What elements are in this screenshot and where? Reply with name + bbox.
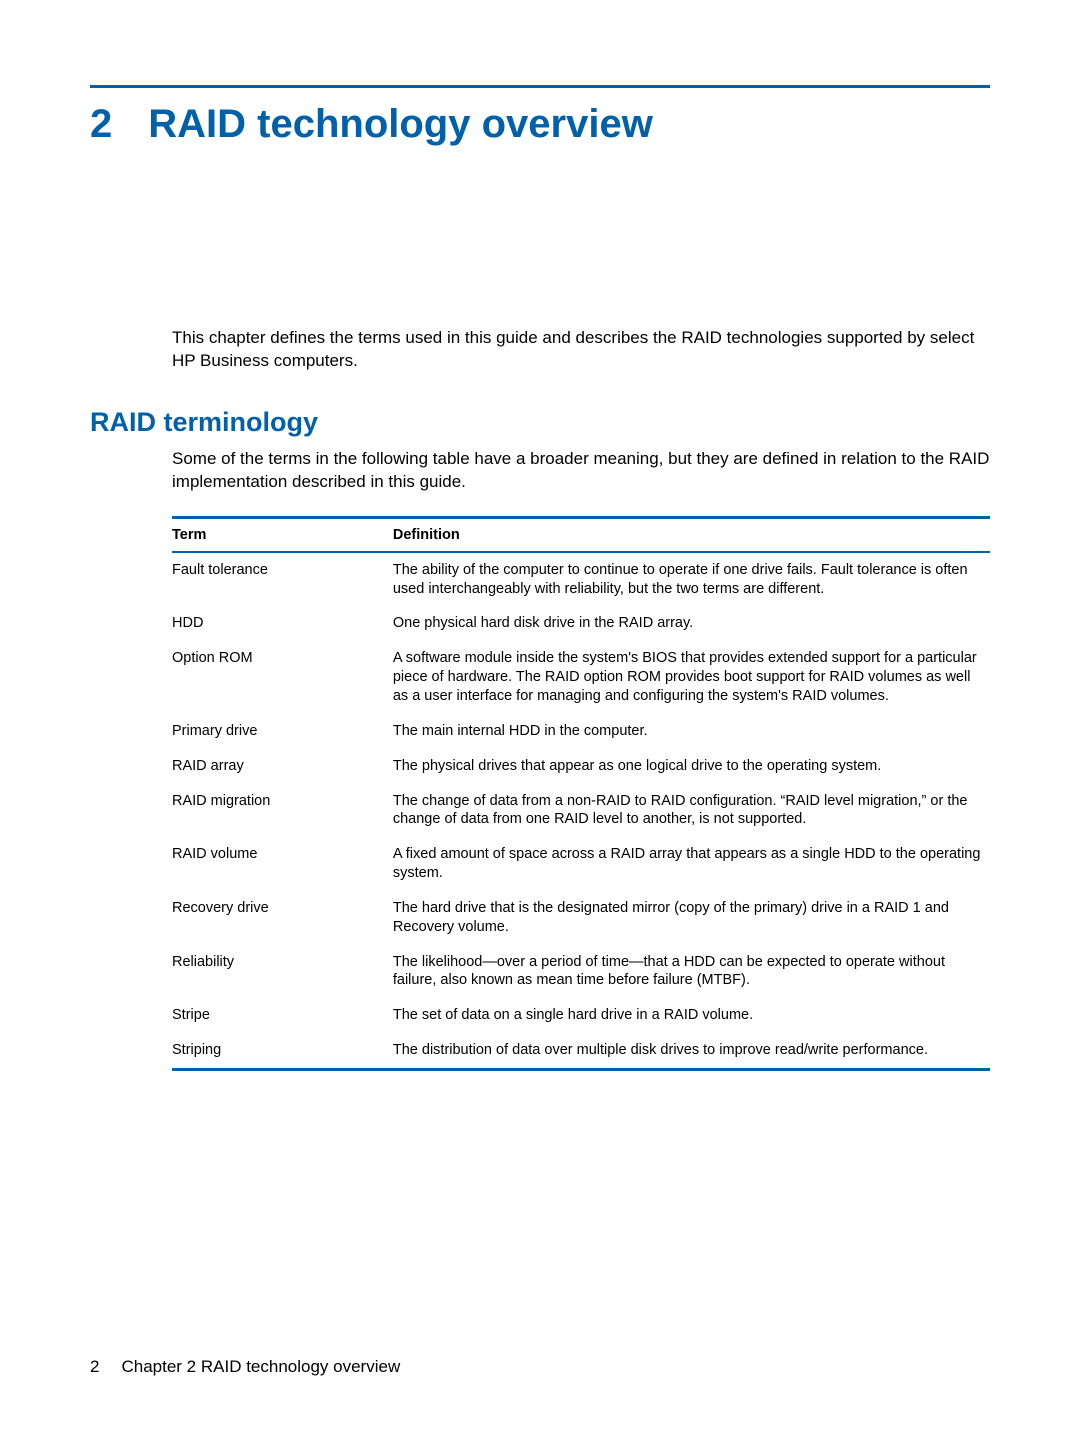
- chapter-top-rule: [90, 85, 990, 88]
- table-row: Option ROMA software module inside the s…: [172, 641, 990, 714]
- terminology-table: Term Definition Fault toleranceThe abili…: [172, 516, 990, 1071]
- table-row: Primary driveThe main internal HDD in th…: [172, 714, 990, 749]
- definition-cell: A fixed amount of space across a RAID ar…: [393, 837, 990, 891]
- term-cell: Reliability: [172, 945, 393, 999]
- table-header-term: Term: [172, 517, 393, 552]
- table-row: RAID volumeA fixed amount of space acros…: [172, 837, 990, 891]
- term-cell: Fault tolerance: [172, 552, 393, 607]
- term-cell: Recovery drive: [172, 891, 393, 945]
- table-row: Fault toleranceThe ability of the comput…: [172, 552, 990, 607]
- term-cell: Striping: [172, 1033, 393, 1069]
- term-cell: Option ROM: [172, 641, 393, 714]
- table-header-row: Term Definition: [172, 517, 990, 552]
- table-row: StripeThe set of data on a single hard d…: [172, 998, 990, 1033]
- section-intro-paragraph: Some of the terms in the following table…: [172, 448, 990, 494]
- term-cell: RAID volume: [172, 837, 393, 891]
- definition-cell: The hard drive that is the designated mi…: [393, 891, 990, 945]
- footer-page-number: 2: [90, 1357, 99, 1377]
- section-heading: RAID terminology: [90, 407, 990, 438]
- definition-cell: The ability of the computer to continue …: [393, 552, 990, 607]
- chapter-heading: 2 RAID technology overview: [90, 102, 990, 147]
- page-footer: 2 Chapter 2 RAID technology overview: [90, 1357, 400, 1377]
- definition-cell: The set of data on a single hard drive i…: [393, 998, 990, 1033]
- chapter-intro-paragraph: This chapter defines the terms used in t…: [172, 327, 990, 373]
- definition-cell: A software module inside the system's BI…: [393, 641, 990, 714]
- definition-cell: One physical hard disk drive in the RAID…: [393, 606, 990, 641]
- term-cell: HDD: [172, 606, 393, 641]
- definition-cell: The likelihood—over a period of time—tha…: [393, 945, 990, 999]
- definition-cell: The main internal HDD in the computer.: [393, 714, 990, 749]
- table-row: StripingThe distribution of data over mu…: [172, 1033, 990, 1069]
- table-header-definition: Definition: [393, 517, 990, 552]
- table-row: Recovery driveThe hard drive that is the…: [172, 891, 990, 945]
- chapter-title: RAID technology overview: [148, 102, 653, 147]
- table-body: Fault toleranceThe ability of the comput…: [172, 552, 990, 1070]
- table-row: RAID arrayThe physical drives that appea…: [172, 749, 990, 784]
- table-row: ReliabilityThe likelihood—over a period …: [172, 945, 990, 999]
- term-cell: RAID migration: [172, 784, 393, 838]
- chapter-number: 2: [90, 102, 112, 147]
- term-cell: Primary drive: [172, 714, 393, 749]
- term-cell: RAID array: [172, 749, 393, 784]
- definition-cell: The change of data from a non-RAID to RA…: [393, 784, 990, 838]
- table-row: HDDOne physical hard disk drive in the R…: [172, 606, 990, 641]
- term-cell: Stripe: [172, 998, 393, 1033]
- table-row: RAID migrationThe change of data from a …: [172, 784, 990, 838]
- definition-cell: The physical drives that appear as one l…: [393, 749, 990, 784]
- definition-cell: The distribution of data over multiple d…: [393, 1033, 990, 1069]
- footer-text: Chapter 2 RAID technology overview: [121, 1357, 400, 1377]
